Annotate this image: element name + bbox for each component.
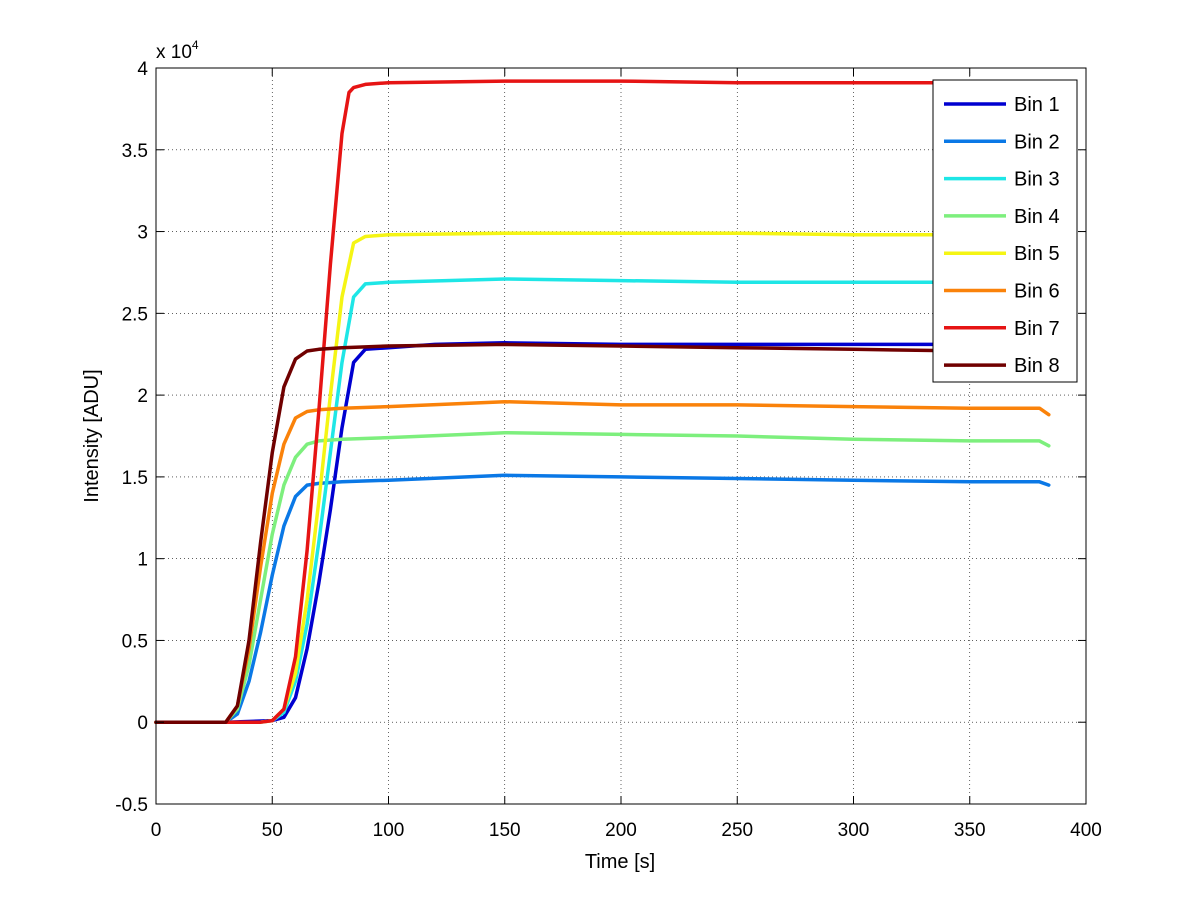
legend-label-bin-5: Bin 5: [1014, 243, 1060, 265]
legend-label-bin-7: Bin 7: [1014, 318, 1060, 340]
legend-label-bin-6: Bin 6: [1014, 281, 1060, 303]
y-tick-label: 3: [137, 223, 148, 244]
series-line-bin-2: [154, 473, 1051, 724]
x-tick-label: 300: [838, 820, 870, 841]
series-line-bin-4: [154, 430, 1051, 724]
x-axis-label: Time [s]: [585, 851, 655, 873]
legend-label-bin-1: Bin 1: [1014, 94, 1060, 116]
y-tick-label: 3.5: [122, 141, 148, 162]
x-tick-label: 50: [262, 820, 283, 841]
series-layer: [154, 79, 1051, 724]
y-axis-label: Intensity [ADU]: [81, 369, 103, 502]
x-tick-label: 400: [1070, 820, 1102, 841]
x-tick-label: 150: [489, 820, 521, 841]
y-tick-label: 1.5: [122, 468, 148, 489]
y-tick-label: 4: [137, 59, 148, 80]
y-exponent-power: 4: [192, 38, 199, 52]
legend-label-bin-8: Bin 8: [1014, 355, 1060, 377]
y-tick-label: -0.5: [115, 795, 148, 816]
series-line-bin-8: [154, 342, 1051, 724]
y-tick-label: 0.5: [122, 631, 148, 652]
x-tick-label: 200: [605, 820, 637, 841]
y-exponent-label: x 104: [156, 38, 199, 63]
y-tick-label: 2.5: [122, 304, 148, 325]
y-tick-label: 2: [137, 386, 148, 407]
y-exponent-base: x 10: [156, 42, 192, 63]
series-line-bin-3: [154, 277, 1051, 724]
y-tick-label: 1: [137, 550, 148, 571]
x-axis-ticks: 0 50 100 150 200 250 300 350 400: [151, 68, 1102, 841]
legend-box: [932, 79, 1078, 383]
x-tick-label: 250: [721, 820, 753, 841]
x-tick-label: 100: [373, 820, 405, 841]
series-line-bin-1: [154, 341, 1051, 724]
legend-label-bin-2: Bin 2: [1014, 131, 1060, 153]
y-axis-ticks: -0.5 0 0.5 1 1.5 2 2.5 3 3.5 4: [115, 59, 1086, 816]
series-line-bin-7: [154, 79, 1051, 724]
legend: Bin 1 Bin 2 Bin 3 Bin 4 Bin 5 Bin 6 Bin 7 Bin 8: [932, 79, 1078, 383]
x-tick-label: 350: [954, 820, 986, 841]
legend-label-bin-3: Bin 3: [1014, 169, 1060, 191]
y-tick-label: 0: [137, 713, 148, 734]
legend-label-bin-4: Bin 4: [1014, 206, 1060, 228]
x-tick-label: 0: [151, 820, 162, 841]
